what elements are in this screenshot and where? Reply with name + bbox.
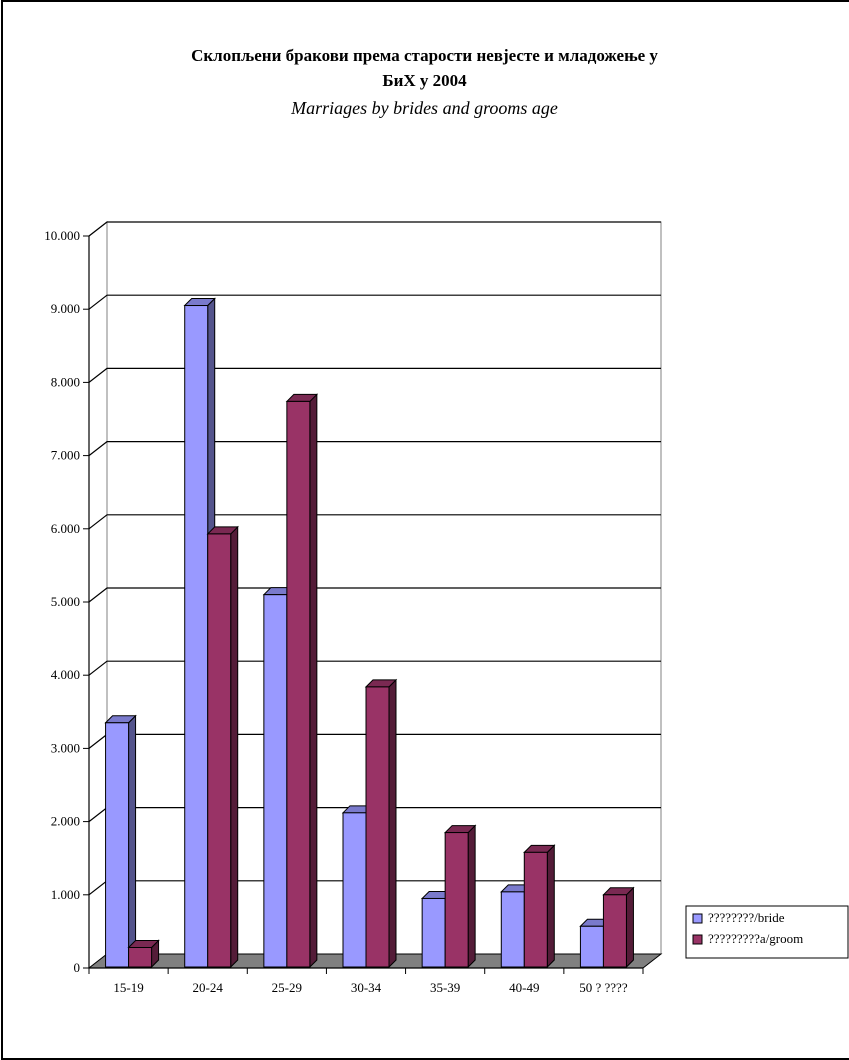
- chart-title-line-1: Склопљени бракови према старости невјест…: [191, 46, 658, 65]
- gridline: [88, 587, 661, 603]
- legend-swatch: [692, 934, 703, 945]
- bar-groom-1: [206, 525, 239, 969]
- bar-bride-0: [104, 714, 137, 969]
- y-tick-label: 7.000: [51, 448, 80, 463]
- bar-groom-5: [523, 844, 556, 969]
- y-tick-label: 4.000: [51, 667, 80, 682]
- y-tick-label: 6.000: [51, 521, 80, 536]
- y-tick-label: 5.000: [51, 594, 80, 609]
- gridline: [88, 294, 661, 310]
- y-tick-label: 9.000: [51, 301, 80, 316]
- legend-label: ????????/bride: [708, 910, 785, 925]
- legend-swatch: [692, 913, 703, 924]
- legend-box: [685, 905, 849, 959]
- y-tick-label: 3.000: [51, 740, 80, 755]
- y-tick-label: 0: [74, 960, 81, 975]
- bar-groom-6: [602, 886, 635, 969]
- gridline: [88, 221, 661, 237]
- x-tick-label: 50 ? ????: [579, 980, 628, 995]
- chart-title: Склопљени бракови према старости невјест…: [0, 43, 849, 93]
- y-tick-label: 10.000: [44, 228, 80, 243]
- bar-groom-4: [443, 824, 477, 969]
- gridline: [88, 514, 661, 530]
- bar-groom-0: [127, 939, 160, 969]
- legend-label: ?????????a/groom: [708, 931, 803, 946]
- chart-subtitle: Marriages by brides and grooms age: [291, 98, 558, 118]
- x-tick-label: 30-34: [351, 980, 382, 995]
- bar-groom-3: [364, 678, 398, 969]
- x-tick-label: 25-29: [272, 980, 302, 995]
- y-tick-label: 1.000: [51, 887, 80, 902]
- x-tick-label: 20-24: [193, 980, 224, 995]
- gridline: [88, 441, 661, 457]
- chart-title-line-2: БиХ у 2004: [382, 71, 467, 90]
- x-tick-label: 35-39: [430, 980, 460, 995]
- bar-groom-2: [285, 393, 319, 969]
- gridline: [88, 660, 661, 676]
- x-tick-label: 40-49: [509, 980, 539, 995]
- y-tick-label: 8.000: [51, 374, 80, 389]
- x-tick-label: 15-19: [113, 980, 143, 995]
- gridline: [88, 367, 661, 383]
- y-tick-label: 2.000: [51, 814, 80, 829]
